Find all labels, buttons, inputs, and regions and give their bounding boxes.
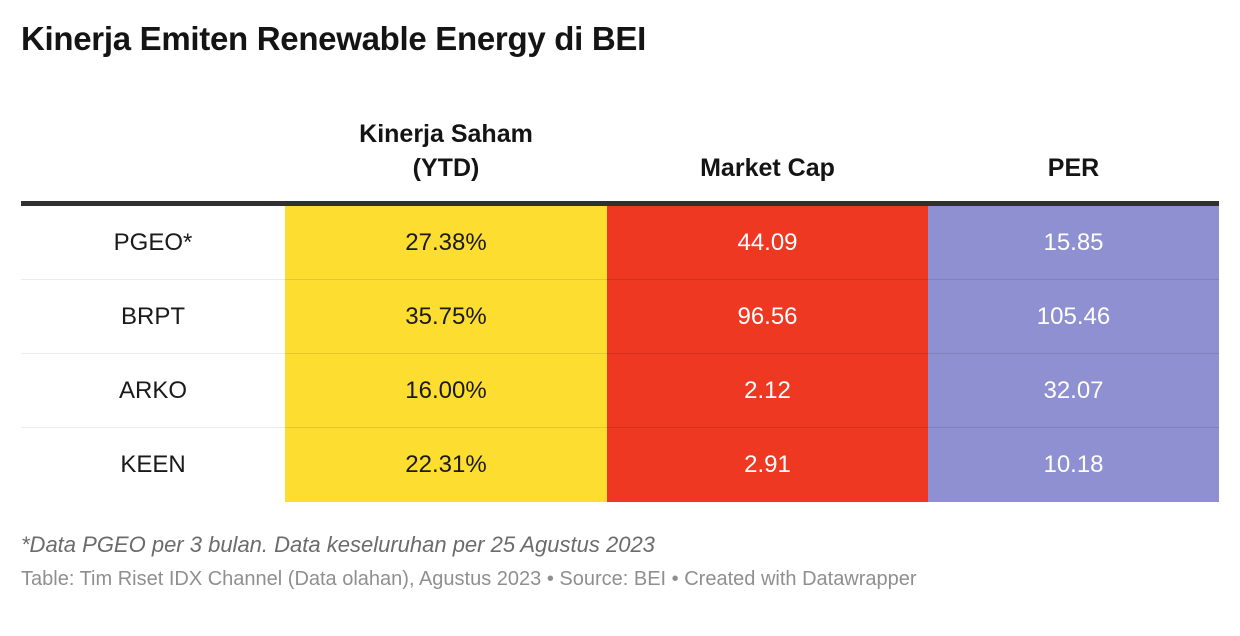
kinerja-saham-value: 16.00% (285, 354, 607, 429)
table-footnote: *Data PGEO per 3 bulan. Data keseluruhan… (21, 532, 655, 558)
table-row-keen: KEEN 22.31% 2.91 10.18 (21, 428, 1219, 503)
column-header-kinerja-saham-ytd: Kinerja Saham (YTD) (359, 119, 533, 182)
per-value: 105.46 (928, 280, 1219, 355)
ticker-label: KEEN (21, 428, 285, 503)
market-cap-value: 2.12 (607, 354, 928, 429)
table-row-arko: ARKO 16.00% 2.12 32.07 (21, 354, 1219, 429)
datawrapper-table-chart: Kinerja Emiten Renewable Energy di BEI K… (21, 20, 1219, 591)
table-row-brpt: BRPT 35.75% 96.56 105.46 (21, 280, 1219, 355)
market-cap-value: 2.91 (607, 428, 928, 503)
per-value: 32.07 (928, 354, 1219, 429)
kinerja-saham-value: 35.75% (285, 280, 607, 355)
ticker-label: BRPT (21, 280, 285, 355)
per-value: 15.85 (928, 206, 1219, 281)
per-value: 10.18 (928, 428, 1219, 503)
ticker-label: PGEO* (21, 206, 285, 281)
column-header-per: PER (1047, 153, 1100, 182)
table-header-row: Kinerja Saham (YTD) Market Cap PER (21, 93, 1219, 201)
kinerja-saham-value: 22.31% (285, 428, 607, 503)
table-body: PGEO* 27.38% 44.09 15.85 BRPT 35.75% 96.… (21, 206, 1219, 503)
page-title: Kinerja Emiten Renewable Energy di BEI (21, 20, 646, 57)
table-row-pgeo: PGEO* 27.38% 44.09 15.85 (21, 206, 1219, 281)
market-cap-value: 44.09 (607, 206, 928, 281)
header-divider-rule (21, 201, 1219, 207)
market-cap-value: 96.56 (607, 280, 928, 355)
table-credit-line: Table: Tim Riset IDX Channel (Data olaha… (21, 568, 917, 591)
kinerja-saham-value: 27.38% (285, 206, 607, 281)
ticker-label: ARKO (21, 354, 285, 429)
column-header-market-cap: Market Cap (700, 153, 835, 182)
